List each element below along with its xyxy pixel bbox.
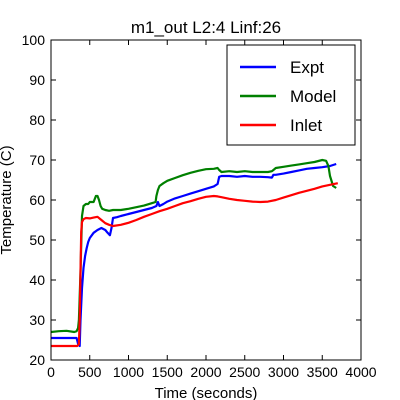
y-tick-label: 20 — [29, 352, 45, 368]
y-tick-label: 70 — [29, 152, 45, 168]
series-line-expt — [51, 162, 337, 348]
x-axis-ticks: 0 500 1000 1500 2000 2500 3000 3500 4000 — [47, 40, 377, 380]
y-tick-label: 90 — [29, 72, 45, 88]
series-line-model — [50, 158, 337, 334]
series-line-inlet — [51, 182, 339, 348]
legend-label-inlet: Inlet — [290, 116, 322, 135]
legend-label-expt: Expt — [290, 58, 324, 77]
x-tick-label: 3000 — [268, 364, 299, 380]
x-tick-label: 1500 — [152, 364, 183, 380]
x-tick-label: 1000 — [113, 364, 144, 380]
plot-lines — [50, 158, 339, 348]
x-tick-label: 500 — [78, 364, 102, 380]
x-tick-label: 2500 — [229, 364, 260, 380]
x-axis-label: Time (seconds) — [155, 385, 258, 400]
x-tick-label: 0 — [47, 364, 55, 380]
y-tick-label: 40 — [29, 272, 45, 288]
y-tick-label: 30 — [29, 312, 45, 328]
y-axis-label: Temperature (C) — [0, 145, 15, 254]
chart-title: m1_out L2:4 Linf:26 — [131, 18, 281, 37]
y-tick-label: 80 — [29, 112, 45, 128]
legend-label-model: Model — [290, 87, 336, 106]
legend: Expt Model Inlet — [226, 44, 356, 146]
y-tick-label: 100 — [22, 32, 46, 48]
x-tick-label: 4000 — [345, 364, 376, 380]
y-tick-label: 60 — [29, 192, 45, 208]
y-tick-label: 50 — [29, 232, 45, 248]
y-axis-ticks: 20 30 40 50 60 70 80 90 100 — [22, 32, 361, 368]
x-tick-label: 3500 — [307, 364, 338, 380]
x-tick-label: 2000 — [190, 364, 221, 380]
